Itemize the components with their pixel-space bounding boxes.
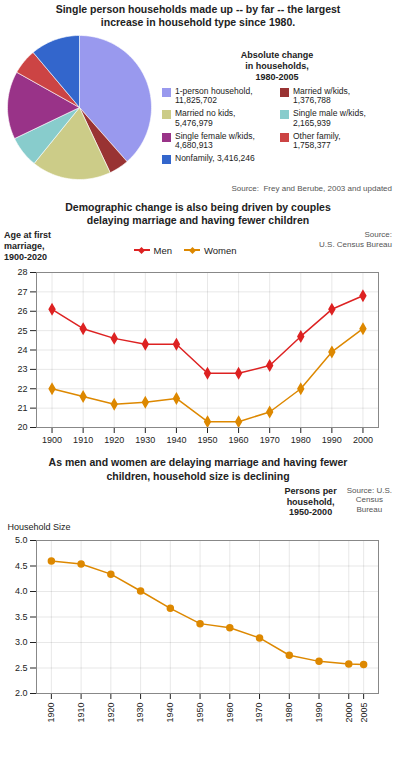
html-text:Source: U.S. Census Bureau: Source: U.S. Census Bureau — [319, 230, 392, 249]
svg-text:Household Size: Household Size — [8, 522, 71, 532]
svg-text:1920: 1920 — [106, 703, 116, 723]
html-text:Absolute change in households,: Absolute change in households, 1980-2005 — [240, 50, 314, 82]
svg-text:21: 21 — [17, 403, 27, 413]
html-text:Persons per household, 1950-20: Persons per household, 1950-2000 — [284, 485, 337, 518]
svg-text:1900: 1900 — [42, 435, 62, 445]
svg-text:1900: 1900 — [46, 703, 56, 723]
html-text:Single person households made: Single person households made up -- by f… — [55, 3, 341, 29]
html-text:Married no kids, 5,476,979: Married no kids, 5,476,979 — [175, 108, 236, 128]
html-text:Source: U.S. Census Bureau: Source: U.S. Census Bureau — [346, 485, 392, 514]
html-text:Single female w/kids, 4,680,91: Single female w/kids, 4,680,913 — [175, 130, 255, 151]
svg-text:1990: 1990 — [314, 703, 324, 723]
svg-text:1970: 1970 — [260, 435, 280, 445]
svg-text:1930: 1930 — [135, 703, 145, 723]
html-text:Nonfamily, 3,416,246: Nonfamily, 3,416,246 — [175, 153, 255, 164]
svg-text:23: 23 — [17, 365, 27, 375]
html-text:Women: Women — [204, 244, 237, 256]
html-text:Other family, 1,758,377: Other family, 1,758,377 — [293, 130, 341, 151]
svg-text:5.0: 5.0 — [15, 536, 28, 546]
svg-text:27: 27 — [17, 287, 27, 297]
html-text:1-person household, 11,825,702: 1-person household, 11,825,702 — [175, 85, 253, 106]
svg-text:20: 20 — [17, 423, 27, 433]
html-text:Source: Frey and Berube, 2003: Source: Frey and Berube, 2003 and update… — [231, 184, 392, 194]
svg-text:2005: 2005 — [359, 703, 369, 723]
html-text:Age at first marriage, 1900-20: Age at first marriage, 1900-2020 — [4, 230, 51, 262]
svg-text:1990: 1990 — [322, 435, 342, 445]
svg-text:1910: 1910 — [73, 435, 93, 445]
html-text:As men and women are delaying: As men and women are delaying marriage a… — [48, 456, 348, 482]
svg-text:3.0: 3.0 — [15, 638, 28, 648]
svg-text:24: 24 — [17, 345, 27, 355]
svg-text:1970: 1970 — [254, 703, 264, 723]
svg-text:3.5: 3.5 — [15, 612, 28, 622]
html-text:Married w/kids, 1,376,788: Married w/kids, 1,376,788 — [293, 85, 351, 106]
svg-text:1980: 1980 — [284, 703, 294, 723]
svg-text:1920: 1920 — [104, 435, 124, 445]
svg-text:1960: 1960 — [229, 435, 249, 445]
svg-text:2000: 2000 — [344, 703, 354, 723]
svg-text:2.0: 2.0 — [15, 689, 28, 699]
svg-text:1940: 1940 — [165, 703, 175, 723]
svg-text:2.5: 2.5 — [15, 663, 28, 673]
svg-text:2000: 2000 — [353, 435, 373, 445]
svg-text:1950: 1950 — [197, 435, 217, 445]
html-text:Single male w/kids, 2,165,939: Single male w/kids, 2,165,939 — [293, 108, 366, 128]
html-text:Men: Men — [153, 244, 172, 256]
svg-text:26: 26 — [17, 307, 27, 317]
html-text:Demographic change is also bei: Demographic change is also being driven … — [65, 200, 331, 226]
svg-text:4.0: 4.0 — [15, 587, 28, 597]
svg-text:1950: 1950 — [195, 703, 205, 723]
svg-text:1940: 1940 — [166, 435, 186, 445]
svg-text:22: 22 — [17, 384, 27, 394]
svg-text:28: 28 — [17, 268, 27, 278]
svg-text:25: 25 — [17, 326, 27, 336]
svg-text:1960: 1960 — [225, 703, 235, 723]
svg-text:1910: 1910 — [76, 703, 86, 723]
svg-text:1980: 1980 — [291, 435, 311, 445]
svg-text:4.5: 4.5 — [15, 561, 28, 571]
svg-text:1930: 1930 — [135, 435, 155, 445]
